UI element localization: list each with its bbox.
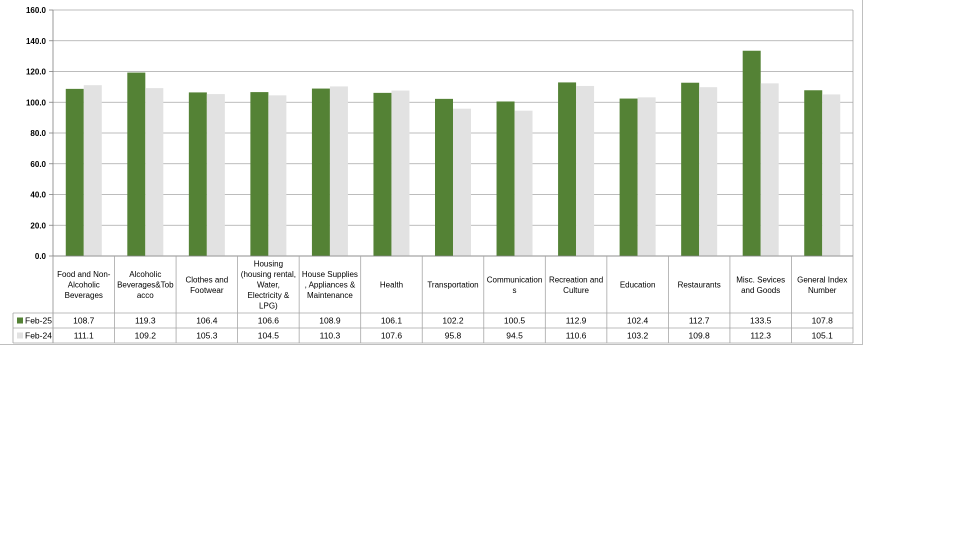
category-label: Restaurants xyxy=(678,281,721,290)
category-label: , Appliances & xyxy=(305,281,356,290)
category-label: Footwear xyxy=(190,286,224,295)
bars xyxy=(65,50,841,257)
category-label: Number xyxy=(808,286,837,295)
y-tick-label: 20.0 xyxy=(30,221,46,230)
bar-feb-25 xyxy=(619,98,638,256)
legend-label: Feb-24 xyxy=(25,331,52,341)
data-label: 108.9 xyxy=(319,316,341,326)
category-label: Misc. Sevices xyxy=(736,275,785,284)
bar-feb-24 xyxy=(268,95,287,256)
category-label: LPG) xyxy=(259,302,278,311)
bar-feb-25 xyxy=(681,82,700,256)
category-label: Beverages&Tob xyxy=(117,281,174,290)
bar-feb-25 xyxy=(188,92,207,256)
bar-feb-24 xyxy=(83,85,102,256)
category-label: Beverages xyxy=(65,291,103,300)
bar-feb-24 xyxy=(822,94,841,256)
data-label: 104.5 xyxy=(258,331,280,341)
data-label: 119.3 xyxy=(135,316,156,326)
legend-label: Feb-25 xyxy=(25,316,52,326)
data-label: 112.9 xyxy=(566,316,587,326)
category-label: Food and Non- xyxy=(57,270,111,279)
category-label: Alcoholic xyxy=(68,281,100,290)
data-label: 110.3 xyxy=(320,331,341,341)
y-tick-label: 80.0 xyxy=(30,129,46,138)
chart-frame xyxy=(0,0,863,345)
legend-key-feb-24 xyxy=(17,332,23,339)
bar-feb-25 xyxy=(435,98,453,257)
bar-feb-24 xyxy=(329,86,348,256)
category-label: s xyxy=(513,286,517,295)
data-label: 94.5 xyxy=(506,331,523,341)
data-label: 102.4 xyxy=(627,316,649,326)
category-label: Alcoholic xyxy=(129,270,161,279)
bar-feb-24 xyxy=(206,94,225,256)
category-label: Education xyxy=(620,281,656,290)
data-label: 105.3 xyxy=(196,331,218,341)
category-label: General Index xyxy=(797,275,847,284)
bar-feb-24 xyxy=(637,97,656,256)
data-label: 109.2 xyxy=(135,331,157,341)
y-tick-label: 100.0 xyxy=(26,98,47,107)
bar-feb-25 xyxy=(250,92,269,256)
y-tick-label: 120.0 xyxy=(26,68,47,77)
data-label: 109.8 xyxy=(689,331,711,341)
y-tick-label: 140.0 xyxy=(26,37,47,46)
category-label: Recreation and xyxy=(549,275,603,284)
bar-feb-24 xyxy=(760,83,779,257)
bar-feb-25 xyxy=(558,82,577,256)
bar-feb-25 xyxy=(65,88,84,256)
bar-feb-24 xyxy=(145,88,164,256)
data-label: 111.1 xyxy=(74,331,94,341)
bar-feb-25 xyxy=(311,88,330,256)
data-label: 112.7 xyxy=(689,316,710,326)
category-label: (housing rental, xyxy=(241,270,296,279)
category-label: Electricity & xyxy=(247,291,289,300)
bar-feb-25 xyxy=(804,90,823,256)
bar-feb-24 xyxy=(514,110,533,256)
category-label: acco xyxy=(137,291,154,300)
bar-feb-25 xyxy=(496,101,515,256)
category-label: Maintenance xyxy=(307,291,353,300)
data-label: 107.6 xyxy=(381,331,403,341)
data-label: 133.5 xyxy=(750,316,772,326)
y-tick-label: 60.0 xyxy=(30,160,46,169)
y-axis: 0.0 20.0 40.0 60.0 80.0 100.0 120.0 140.0 160.0 xyxy=(26,6,54,343)
bar-feb-24 xyxy=(576,85,595,256)
category-label: Clothes and xyxy=(185,275,228,284)
bar-feb-24 xyxy=(453,108,471,257)
y-tick-label: 160.0 xyxy=(26,6,47,15)
data-label: 107.8 xyxy=(812,316,834,326)
category-label: Transportation xyxy=(427,281,478,290)
legend-key-feb-25 xyxy=(17,317,23,324)
y-tick-label: 40.0 xyxy=(30,191,46,200)
data-label: 106.6 xyxy=(258,316,280,326)
category-label: House Supplies xyxy=(302,270,358,279)
bar-feb-25 xyxy=(127,72,146,256)
category-label: Communication xyxy=(487,275,543,284)
data-label: 112.3 xyxy=(750,331,771,341)
data-label: 100.5 xyxy=(504,316,526,326)
bar-feb-25 xyxy=(742,50,761,257)
data-label: 105.1 xyxy=(812,331,834,341)
category-label: and Goods xyxy=(741,286,780,295)
category-label: Culture xyxy=(563,286,589,295)
data-label: 102.2 xyxy=(442,316,464,326)
data-label: 110.6 xyxy=(566,331,587,341)
bar-feb-24 xyxy=(699,87,718,257)
bar-feb-24 xyxy=(391,90,410,256)
data-label: 106.1 xyxy=(381,316,403,326)
category-label: Water, xyxy=(257,281,280,290)
data-label: 103.2 xyxy=(627,331,649,341)
bar-feb-25 xyxy=(373,92,392,256)
data-label: 108.7 xyxy=(73,316,95,326)
data-label: 106.4 xyxy=(196,316,218,326)
category-label: Health xyxy=(380,281,403,290)
data-label: 95.8 xyxy=(445,331,462,341)
data-table: Food and Non-AlcoholicBeveragesAlcoholic… xyxy=(12,255,854,344)
category-label: Housing xyxy=(254,260,283,269)
y-tick-label: 0.0 xyxy=(35,252,47,261)
